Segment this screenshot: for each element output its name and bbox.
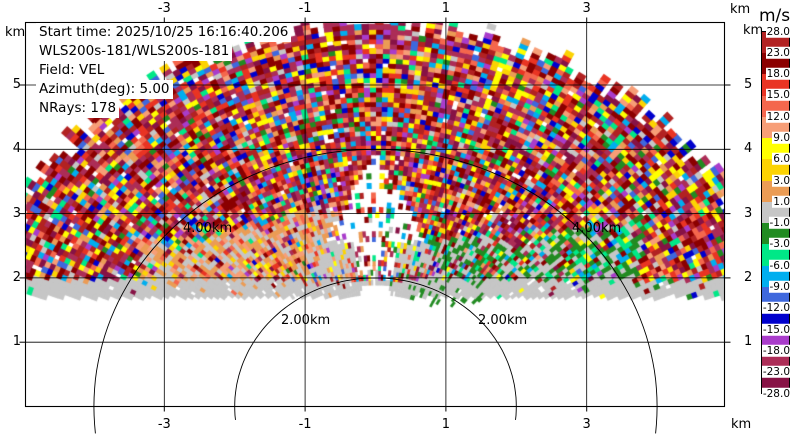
y-tick-label-right: 5 — [744, 77, 753, 92]
colorbar-tick-label: -23.0 — [761, 365, 791, 378]
x-tick-label-bottom: 1 — [441, 417, 451, 432]
x-tick-label-bottom: -3 — [157, 417, 171, 432]
range-ring-arc — [234, 277, 517, 420]
colorbar-title: m/s — [759, 6, 791, 26]
range-ring-label-4km-left: 4.00km — [183, 221, 233, 236]
y-tick-label-right: 4 — [744, 141, 753, 157]
colorbar-tick-label: -1.0 — [768, 216, 791, 229]
y-tick-label-right: 1 — [744, 334, 753, 350]
colorbar — [761, 31, 790, 394]
nrays-label: NRays: 178 — [36, 99, 120, 118]
x-tick-label-top: -1 — [298, 1, 312, 16]
y-axis-unit-top-left: km — [5, 25, 26, 40]
range-ring-label-2km-left: 2.00km — [281, 313, 331, 328]
colorbar-tick-label: -12.0 — [761, 302, 791, 315]
x-tick-label-bottom: -1 — [298, 417, 312, 432]
colorbar-tick-label: -3.0 — [768, 238, 791, 251]
range-ring-label-2km-right: 2.00km — [478, 313, 528, 328]
y-tick-label-left: 2 — [12, 269, 21, 285]
y-tick-label-left: 1 — [12, 334, 21, 350]
plot-frame — [24, 21, 726, 408]
azimuth-label: Azimuth(deg): 5.00 — [36, 80, 173, 99]
y-tick-label-left: 5 — [12, 77, 21, 92]
start-time-label: Start time: 2025/10/25 16:16:40.206 — [36, 23, 292, 42]
range-ring-arc — [93, 148, 658, 434]
x-axis-unit-top-right: km — [730, 2, 751, 17]
x-axis-unit-bottom-right: km — [731, 417, 752, 432]
y-tick-label-left: 3 — [12, 205, 21, 221]
instrument-label: WLS200s-181/WLS200s-181 — [36, 42, 233, 61]
colorbar-tick-label: -6.0 — [768, 259, 791, 272]
colorbar-tick-label: 1.0 — [772, 195, 791, 208]
colorbar-tick-label: 9.0 — [772, 131, 791, 144]
colorbar-tick-label: 15.0 — [765, 89, 791, 102]
colorbar-tick-label: 18.0 — [765, 67, 791, 80]
x-tick-label-top: -3 — [157, 1, 171, 16]
x-tick-label-top: 1 — [441, 1, 451, 16]
y-tick-label-right: 2 — [744, 269, 753, 285]
colorbar-tick-label: 23.0 — [765, 46, 791, 59]
colorbar-tick-label: -15.0 — [761, 323, 791, 336]
y-tick-label-left: 4 — [12, 141, 21, 157]
colorbar-tick-label: -28.0 — [761, 387, 791, 400]
colorbar-tick-label: -9.0 — [768, 280, 791, 293]
range-ring-label-4km-right: 4.00km — [572, 221, 622, 236]
colorbar-tick-label: 3.0 — [772, 174, 791, 187]
x-tick-label-top: 3 — [582, 1, 591, 16]
y-tick-label-right: 3 — [744, 205, 753, 221]
y-axis-unit-right: km — [743, 23, 764, 38]
field-label: Field: VEL — [36, 61, 108, 80]
colorbar-tick-label: -18.0 — [761, 344, 791, 357]
x-tick-label-bottom: 3 — [582, 417, 591, 432]
colorbar-tick-label: 6.0 — [772, 153, 791, 166]
colorbar-tick-label: 28.0 — [765, 25, 791, 38]
colorbar-tick-label: 12.0 — [765, 110, 791, 123]
